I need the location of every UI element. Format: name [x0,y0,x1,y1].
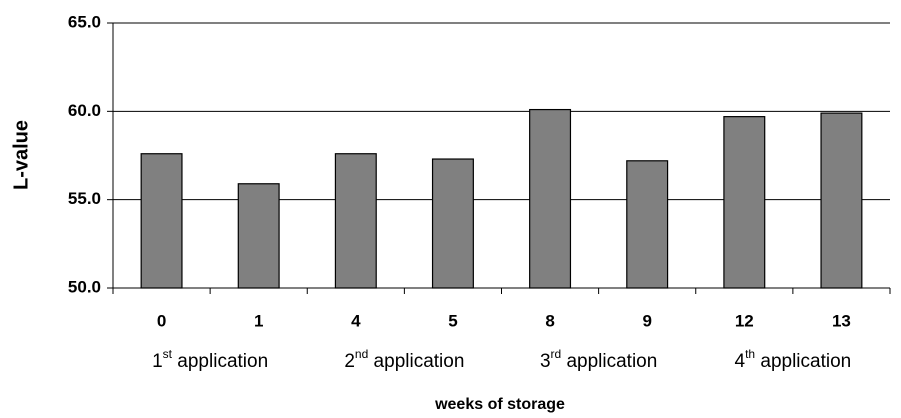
group-text: application [561,351,657,372]
group-number: 4 [735,351,746,372]
y-tick-label: 55.0 [68,189,101,208]
group-text: application [368,351,464,372]
x-tick-label: 13 [832,311,851,330]
y-tick-label: 60.0 [68,101,101,120]
x-tick-label: 1 [254,311,263,330]
y-tick-label: 50.0 [68,277,101,296]
group-superscript: th [745,347,755,361]
x-tick-label: 9 [642,311,651,330]
bar [237,183,280,289]
group-text: application [172,351,268,372]
y-tick-label: 65.0 [68,12,101,31]
x-tick-label: 8 [545,311,554,330]
group-label: 3rd application [540,347,657,372]
group-superscript: st [163,347,173,361]
x-tick-label: 0 [157,311,166,330]
group-text: application [755,351,851,372]
bar [529,108,572,289]
group-label: 2nd application [344,347,464,372]
bar [431,158,474,289]
x-tick-label: 12 [735,311,754,330]
y-axis-title: L-value [10,120,32,190]
group-superscript: rd [551,347,562,361]
x-tick-label: 5 [448,311,457,330]
group-number: 3 [540,351,551,372]
group-number: 1 [152,351,163,372]
group-number: 2 [344,351,355,372]
bar [626,160,669,289]
bar [723,116,766,289]
x-tick-label: 4 [351,311,361,330]
group-superscript: nd [355,347,368,361]
bar [140,153,183,289]
group-label: 1st application [152,347,268,372]
bar [334,153,377,289]
x-axis-title: weeks of storage [434,396,565,413]
bar [820,112,863,289]
group-label: 4th application [735,347,852,372]
